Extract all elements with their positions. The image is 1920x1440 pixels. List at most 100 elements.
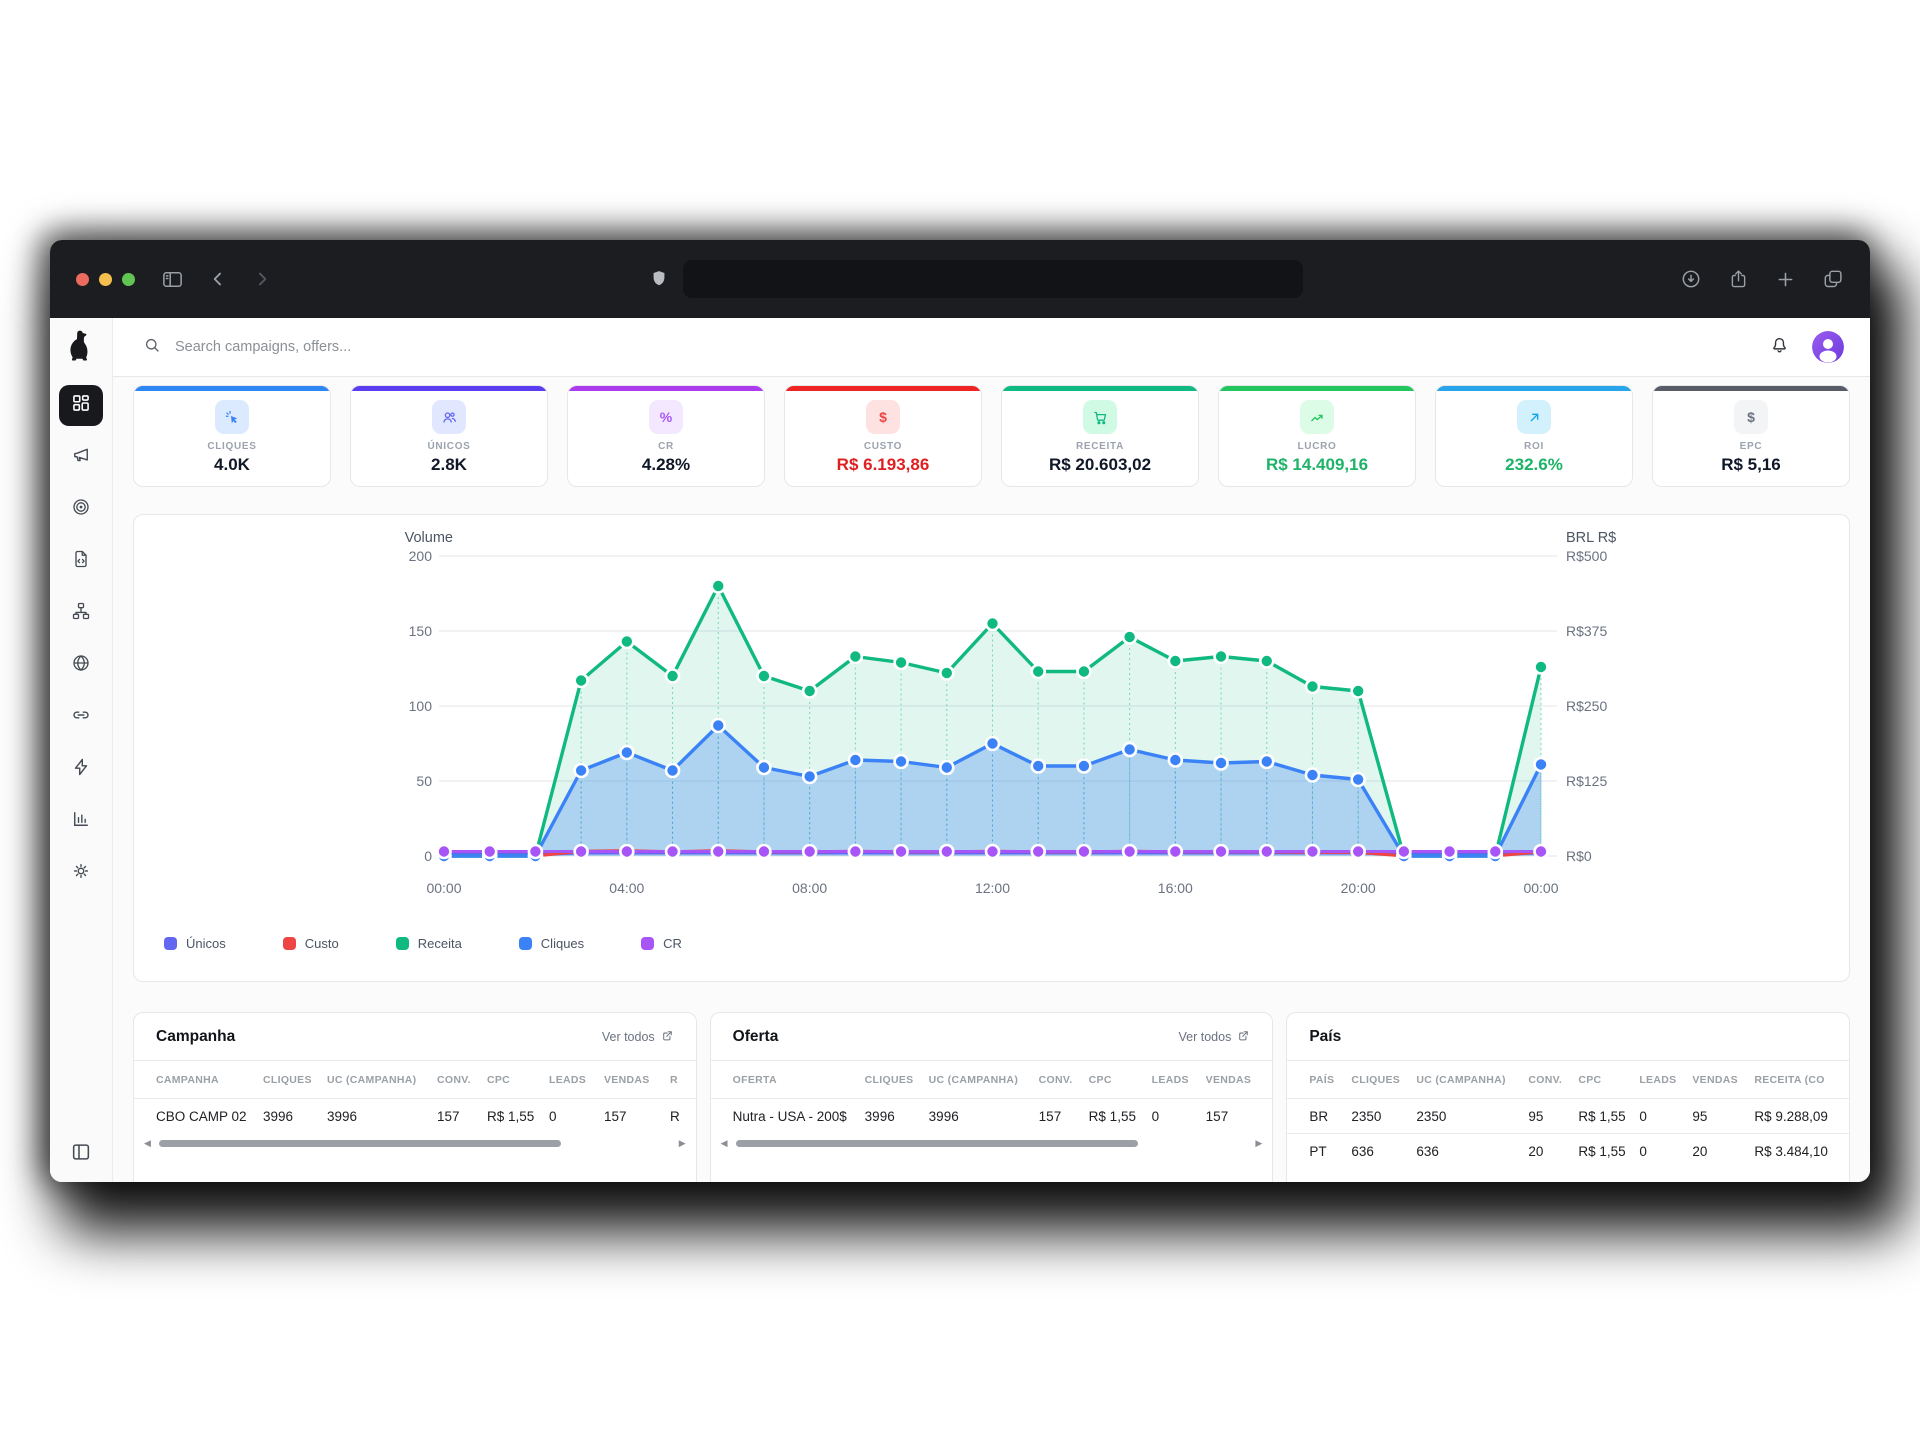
legend-item-custo[interactable]: Custo [282,936,339,951]
sidebar-toggle-icon[interactable] [161,268,184,291]
sidebar-item-dashboard[interactable] [59,385,103,426]
chart-card: 0 50 100 150 200 R$0 R$125 R$250 R$375 R$500 Volum… [133,514,1850,982]
browser-window: Search campaigns, offers... CLIQUES 4.0K Ú… [50,240,1870,1182]
privacy-shield-icon[interactable] [649,268,669,290]
dashboard-grid-icon [71,393,91,418]
scrollbar-track[interactable] [157,1140,673,1147]
legend-item-únicos[interactable]: Únicos [164,936,226,951]
sidebar-item-settings[interactable] [59,853,103,894]
table-title: Oferta [732,1027,779,1045]
scrollbar-thumb[interactable] [735,1140,1138,1147]
collapse-sidebar-icon[interactable] [70,1141,92,1168]
search-input[interactable]: Search campaigns, offers... [143,336,1769,358]
table-cell: 0 [1151,1108,1160,1124]
table-cell: R$ 1,55 [1088,1108,1136,1124]
column-header: VENDAS [1692,1073,1738,1086]
downloads-icon[interactable] [1680,268,1702,290]
trend-up-icon [1300,400,1334,434]
table-cell: CBO CAMP 02 [156,1108,247,1124]
column-header: LEADS [1639,1073,1677,1086]
chart-legend: Únicos Custo Receita Cliques CR [134,936,1849,951]
sidebar-item-automations[interactable] [59,749,103,790]
table-row: PT 636 636 20 R$ 1,55 0 20 R$ 3.484,10 [1287,1133,1850,1168]
table-cell: R$ 1,55 [487,1108,535,1124]
kpi-accent-strip [1653,386,1849,391]
chart-series-cr [436,843,1549,860]
app-root: Search campaigns, offers... CLIQUES 4.0K Ú… [50,318,1870,1182]
avatar[interactable] [1812,331,1844,363]
svg-text:0: 0 [424,848,432,864]
scroll-left-icon[interactable]: ◀ [144,1138,151,1148]
sidebar-item-links[interactable] [59,697,103,738]
table-header-row: CAMPANHA CLIQUES UC (CAMPANHA) CONV. CPC LEAD… [134,1061,696,1098]
kpi-label: RECEITA [1075,441,1125,452]
cart-icon [1083,400,1117,434]
close-window-icon[interactable] [76,272,89,286]
megaphone-icon [71,445,91,470]
svg-text:150: 150 [409,623,433,639]
ver-todos-link[interactable]: Ver todos [1179,1029,1251,1045]
ver-todos-label: Ver todos [1178,1029,1232,1044]
sidebar-item-domains[interactable] [59,645,103,686]
column-header: LEADS [549,1073,587,1086]
share-icon[interactable] [1728,268,1749,290]
table-cell: 636 [1416,1143,1439,1159]
svg-text:50: 50 [416,773,432,789]
legend-item-cliques[interactable]: Cliques [518,936,584,951]
kpi-accent-strip [351,386,547,391]
table-card-pais: País PAÍS CLIQUES UC (CAMPANHA) CONV. CPC LEAD… [1286,1012,1851,1182]
dollar-icon: $ [1734,400,1768,434]
column-header: CLIQUES [263,1073,312,1086]
table-cell: 20 [1528,1143,1544,1159]
legend-item-receita[interactable]: Receita [395,936,462,951]
minimize-window-icon[interactable] [99,272,112,286]
kpi-value: 2.8K [431,455,467,474]
kpi-value: R$ 5,16 [1721,455,1781,474]
traffic-lights [76,272,135,286]
kpi-label: CUSTO [863,441,903,452]
globe-icon [71,653,91,678]
address-bar[interactable] [683,260,1303,298]
kpi-value: R$ 20.603,02 [1048,455,1152,474]
sidebar-nav [59,385,103,894]
legend-item-cr[interactable]: CR [641,936,682,951]
svg-text:08:00: 08:00 [792,880,827,896]
ver-todos-link[interactable]: Ver todos [602,1029,674,1045]
column-header: CPC [1578,1073,1602,1086]
column-header: CONV. [1038,1073,1073,1086]
sidebar-item-landers[interactable] [59,541,103,582]
sidebar-item-campaigns[interactable] [59,437,103,478]
legend-swatch [164,937,177,950]
zoom-window-icon[interactable] [122,272,135,286]
kpi-accent-strip [785,386,981,391]
table-title: Campanha [156,1027,236,1045]
table-cell: 3996 [327,1108,358,1124]
app-header: Search campaigns, offers... [113,318,1870,377]
tab-overview-icon[interactable] [1822,268,1844,290]
table-cell: 95 [1528,1108,1544,1124]
table-cell: 157 [604,1108,627,1124]
bell-icon[interactable] [1769,334,1790,360]
scroll-left-icon[interactable]: ◀ [720,1138,728,1148]
svg-text:R$250: R$250 [1566,698,1607,714]
sidebar-item-reports[interactable] [59,801,103,842]
back-icon[interactable] [208,269,228,289]
sidebar-item-flows[interactable] [59,593,103,634]
new-tab-icon[interactable] [1775,269,1796,290]
kpi-accent-strip [1002,386,1198,391]
column-header: VENDAS [604,1073,650,1086]
sidebar-item-offers[interactable] [59,489,103,530]
legend-swatch [395,937,409,950]
scroll-right-icon[interactable]: ▶ [678,1138,686,1148]
forward-icon[interactable] [252,269,272,289]
kpi-label: CR [658,441,674,452]
column-header: CONV. [1528,1073,1563,1086]
scroll-right-icon[interactable]: ▶ [1255,1138,1263,1148]
sitemap-icon [71,601,91,626]
scrollbar-track[interactable] [734,1140,1250,1147]
link-icon [71,705,91,730]
svg-text:R$0: R$0 [1566,848,1592,864]
scrollbar-thumb[interactable] [158,1140,562,1147]
table-card-oferta: Oferta Ver todos OFERTA CLIQUES UC (CAMPANHA… [709,1012,1274,1182]
table-cell: R$ 1,55 [1578,1108,1626,1124]
